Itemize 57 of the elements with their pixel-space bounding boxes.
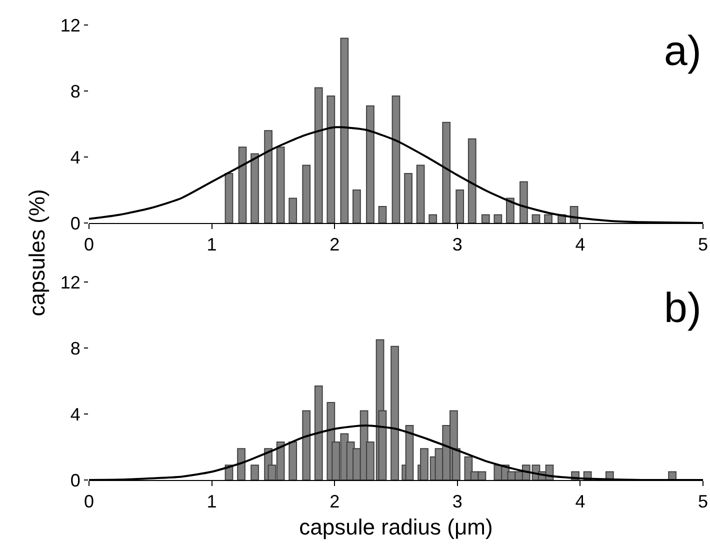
bar <box>390 346 399 480</box>
y-tick-label: 8 <box>70 338 80 358</box>
bar <box>302 410 311 480</box>
bar <box>544 214 552 223</box>
bar <box>237 448 246 480</box>
bar <box>405 425 414 480</box>
bar <box>314 385 323 480</box>
x-tick-label: 3 <box>452 492 462 512</box>
bar <box>302 164 311 223</box>
bar <box>442 122 451 223</box>
bar <box>520 181 528 223</box>
y-tick-label: 4 <box>70 404 80 424</box>
bar <box>366 105 374 223</box>
annotation: b) <box>664 284 702 331</box>
x-tick-label: 5 <box>698 492 708 512</box>
bar <box>378 206 387 223</box>
bar <box>494 214 502 223</box>
x-axis-title: capsule radius (μm) <box>299 514 493 540</box>
annotation: a) <box>664 27 702 74</box>
bar <box>506 198 514 223</box>
y-axis-title: capsules (%) <box>24 189 50 316</box>
bar <box>250 464 259 480</box>
bar <box>250 153 259 223</box>
bar <box>456 190 464 223</box>
x-tick-label: 0 <box>84 492 94 512</box>
x-tick-label: 1 <box>206 234 217 255</box>
bar <box>404 173 412 223</box>
y-tick-label: 8 <box>70 81 80 102</box>
y-tick-label: 12 <box>60 272 80 292</box>
bar <box>428 214 438 223</box>
bar <box>468 138 476 223</box>
x-tick-label: 5 <box>698 234 708 255</box>
bar <box>238 146 247 223</box>
bar <box>352 190 361 223</box>
bar <box>276 146 285 223</box>
bar <box>288 442 298 480</box>
y-tick-label: 12 <box>60 15 80 36</box>
bar <box>416 164 425 223</box>
bar <box>314 87 323 223</box>
bar <box>326 95 336 223</box>
bar <box>224 173 234 223</box>
x-tick-label: 4 <box>575 234 586 255</box>
x-tick-label: 1 <box>206 492 217 512</box>
bar <box>264 130 272 223</box>
bar <box>288 198 298 223</box>
x-tick-label: 2 <box>330 492 340 512</box>
y-tick-label: 4 <box>70 147 80 168</box>
bar <box>392 95 400 223</box>
bar <box>340 38 349 223</box>
bar <box>481 214 490 223</box>
x-tick-label: 3 <box>452 234 462 255</box>
y-tick-label: 0 <box>70 213 80 234</box>
x-tick-label: 4 <box>575 492 586 512</box>
bar <box>532 214 540 223</box>
x-tick-label: 0 <box>84 234 94 255</box>
y-tick-label: 0 <box>70 470 80 490</box>
x-tick-label: 2 <box>330 234 340 255</box>
